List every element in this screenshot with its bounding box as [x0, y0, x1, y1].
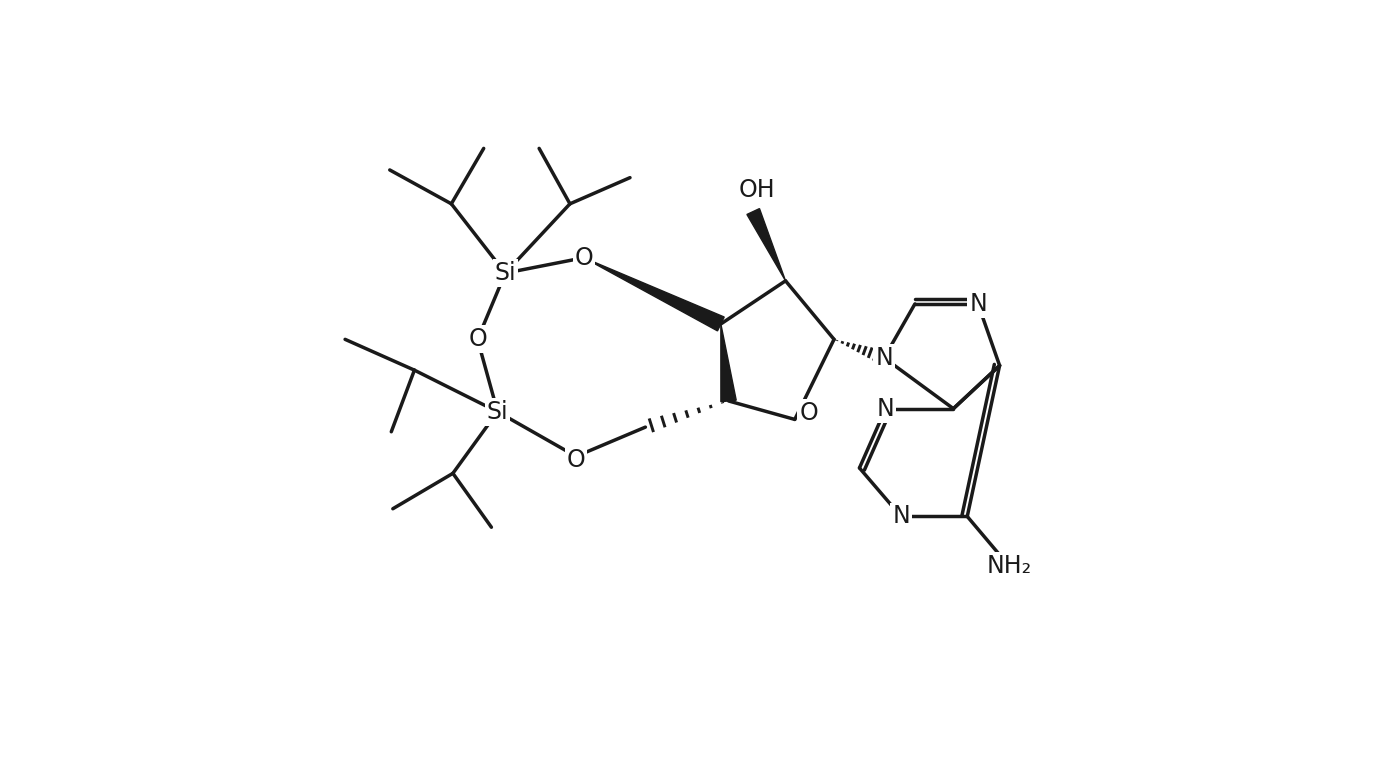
Text: NH₂: NH₂ — [987, 554, 1031, 578]
Polygon shape — [747, 209, 785, 281]
Text: Si: Si — [486, 400, 508, 424]
Text: N: N — [892, 505, 909, 529]
Text: O: O — [566, 448, 586, 473]
Text: N: N — [969, 292, 987, 316]
Text: O: O — [799, 401, 819, 426]
Polygon shape — [584, 258, 725, 331]
Text: O: O — [575, 246, 593, 269]
Polygon shape — [721, 324, 736, 401]
Text: N: N — [876, 397, 894, 421]
Text: N: N — [875, 346, 893, 370]
Text: OH: OH — [739, 178, 776, 202]
Text: Si: Si — [495, 261, 517, 285]
Text: O: O — [469, 327, 486, 351]
